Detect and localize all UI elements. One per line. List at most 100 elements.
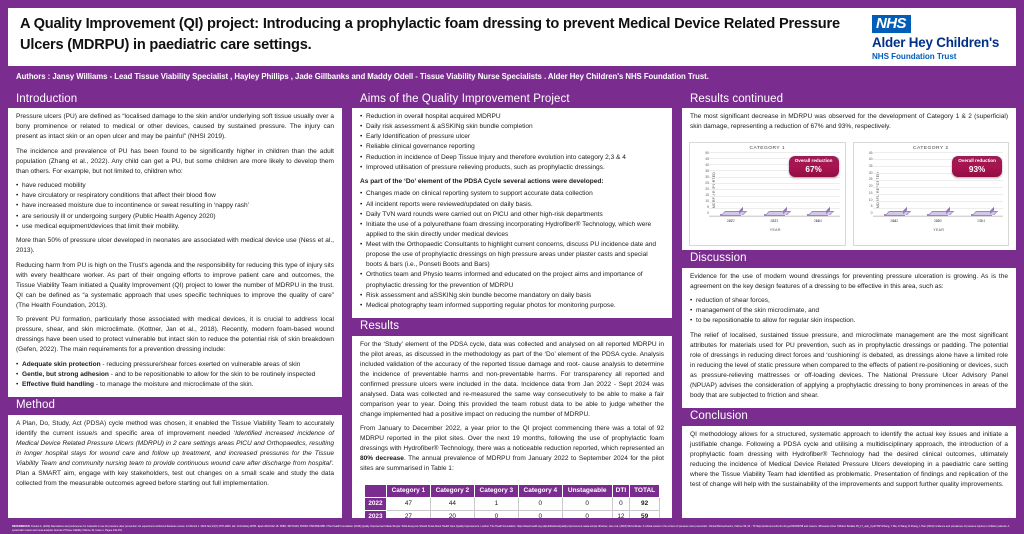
table-cell: 0 [517,496,563,511]
y-tick: 40 [705,162,709,167]
table-cell-year: 2023 [364,509,387,518]
list-item: Medical photography team informed suppor… [360,301,664,311]
table-cell: 0 [473,509,519,518]
intro-paragraph-3: More than 50% of pressure ulcer develope… [16,237,334,255]
trust-subtitle: NHS Foundation Trust [872,52,957,62]
list-item: Reduction in incidence of Deep Tissue In… [360,153,664,163]
references-label: REFERENCES: [12,525,31,528]
discussion-paragraph-2: The relief of localised, sustained tissu… [690,331,1008,400]
table-row: 2023 27 20 0 0 0 12 59 [364,509,660,518]
chart-plot-area: MDRPU REPORTED 50 45 40 35 30 25 20 15 1… [705,151,840,228]
bar: 3 [970,213,992,223]
table-col-header-cat2: Category 2 [429,483,475,498]
intro-paragraph-2: The incidence and prevalence of PU has b… [16,147,334,175]
bar-value-label: 27 [772,218,777,223]
y-tick: 25 [868,177,873,182]
list-item: Daily TVN ward rounds were carried out o… [360,210,664,220]
list-item: Effective fluid handling - to manage the… [16,380,334,390]
table-col-header-cat3: Category 3 [473,483,519,498]
table-col-header-cat4: Category 4 [517,483,563,498]
requirement-lead: Adequate skin protection [22,360,101,368]
bar-value-label: 20 [935,218,940,223]
chart-bars: 47 27 16 [709,152,840,223]
table-cell: 0 [517,509,563,518]
method-pre: A Plan, Do, Study, Act (PDSA) cycle meth… [16,419,334,437]
bar-group: 16 [803,213,832,223]
table-col-header-dti: DTI [611,483,631,498]
y-tick: 35 [705,168,709,173]
list-item: use medical equipment/devices that limit… [16,222,334,232]
do-bullet-list: Changes made on clinical reporting syste… [360,189,664,311]
section-header-discussion: Discussion [682,249,1016,268]
chart-title: CATEGORY 1 [749,145,785,151]
table-cell: 27 [385,509,431,518]
y-tick: 10 [868,197,873,202]
table-body: 2022 47 44 1 0 0 0 92 2023 27 20 [364,496,660,518]
table-cell-total: 59 [629,509,660,518]
list-item: Meet with the Orthopaedic Consultants to… [360,240,664,270]
references-text: 1Gefen A. (2022) Alternatives and prefer… [12,525,1010,533]
chart-bars: 44 20 3 [873,152,1004,223]
intro-paragraph-1: Pressure ulcers (PU) are defined as “loc… [16,113,334,141]
results-continued-intro: The most significant decrease in MDRPU w… [690,113,1008,131]
list-item: Risk assessment and aSSKINg skin bundle … [360,291,664,301]
list-item: Adequate skin protection - reducing pres… [16,360,334,370]
x-tick: 2024 [977,218,986,223]
chart-x-ticks: 2022 2023 2024 [709,215,840,228]
section-header-results: Results [352,317,672,336]
table-col-header-unstageable: Unstageable [561,483,613,498]
y-tick: 15 [705,192,709,197]
list-item: management of the skin microclimate, and [690,306,1008,316]
intro-paragraph-5: To prevent PU formation, particularly th… [16,316,334,354]
y-tick: 0 [870,211,873,215]
conclusion-body: QI methodology allows for a structured, … [682,426,1016,497]
chart-x-ticks: 2022 2023 2024 [872,215,1003,228]
list-item: Changes made on clinical reporting syste… [360,189,664,199]
list-item: Early Identification of pressure ulcer [360,132,664,142]
x-tick: 2022 [890,218,899,223]
y-tick: 25 [705,180,709,185]
requirement-text: - reducing pressure/shear forces exerted… [100,360,301,368]
table-cell: 47 [385,496,431,511]
bar-group: 44 [880,213,909,223]
chart-title: CATEGORY 2 [913,145,949,151]
bar: 20 [927,213,949,223]
chart-x-axis-label: YEAR [933,227,945,232]
y-tick: 20 [705,186,709,191]
bar: 27 [763,213,785,223]
callout-value: 93% [968,164,986,174]
results-p2-b: . The annual prevalence of MDRPU from Ja… [360,455,664,473]
charts-row: CATEGORY 1 MDRPU REPORTED 50 45 40 35 30… [682,139,1016,250]
table-header-row: Category 1 Category 2 Category 3 Categor… [364,483,660,498]
bar: 44 [883,213,905,223]
intro-bullet-list: have reduced mobility have circulatory o… [16,181,334,232]
list-item: have circulatory or respiratory conditio… [16,191,334,201]
section-header-conclusion: Conclusion [682,407,1016,426]
y-tick: 30 [705,174,709,179]
bar-group: 3 [967,213,996,223]
list-item: Daily risk assessment & aSSKINg skin bun… [360,122,664,132]
y-tick: 45 [705,156,709,161]
table-col-header-cat1: Category 1 [385,483,431,498]
y-tick: 15 [868,190,873,195]
bar-value-label: 16 [815,218,820,223]
results-table-wrap: Category 1 Category 2 Category 3 Categor… [352,481,672,518]
y-tick: 35 [868,163,873,168]
results-continued-body: The most significant decrease in MDRPU w… [682,108,1016,139]
callout-overall-reduction: Overall reduction 93% [952,155,1002,178]
bar-group: 27 [760,213,789,223]
y-tick: 20 [868,184,873,189]
x-tick: 2023 [933,218,942,223]
aims-bullet-list: Reduction in overall hospital acquired M… [360,112,664,173]
discussion-bullet-list: reduction of shear forces, management of… [690,296,1008,327]
bar-value-label: 47 [728,218,733,223]
list-item: Orthotics team and Physio teams informed… [360,270,664,290]
list-item: Reduction in overall hospital acquired M… [360,112,664,122]
poster-columns: Introduction Pressure ulcers (PU) are de… [6,88,1018,520]
method-italic: ‘Identified increased incidence of Medic… [16,429,334,467]
requirement-text: - and to be repositionable to allow for … [108,371,316,379]
trust-name: Alder Hey Children's [872,34,1000,50]
bar-value-label: 3 [980,218,983,223]
results-p2-a: From January to December 2022, a year pr… [360,425,664,453]
results-body: For the ‘Study’ element of the PDSA cycl… [352,336,672,481]
